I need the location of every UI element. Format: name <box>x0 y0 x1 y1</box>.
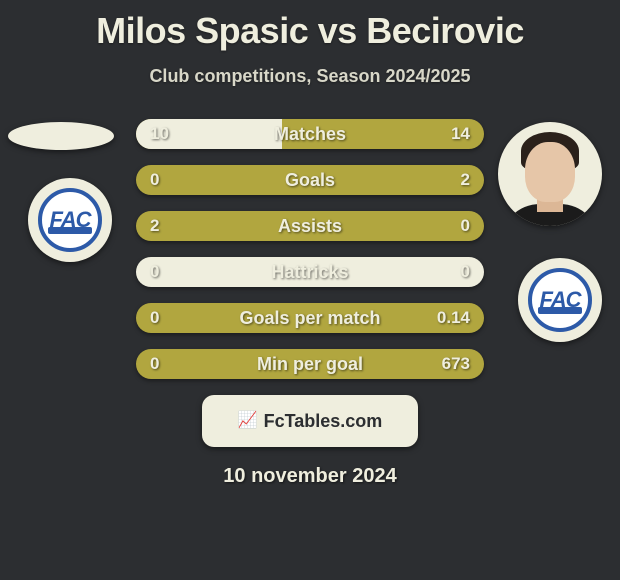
stat-row: 0Goals2 <box>136 165 484 195</box>
stat-right-value: 673 <box>442 349 470 379</box>
stat-row: 0Goals per match0.14 <box>136 303 484 333</box>
stat-row: 0Hattricks0 <box>136 257 484 287</box>
stat-right-value: 14 <box>451 119 470 149</box>
stat-right-value: 2 <box>461 165 470 195</box>
stat-label: Assists <box>136 211 484 241</box>
comparison-stats: 10Matches140Goals22Assists00Hattricks00G… <box>136 119 484 379</box>
club-badge-left: FAC <box>28 178 112 262</box>
stat-label: Hattricks <box>136 257 484 287</box>
subtitle: Club competitions, Season 2024/2025 <box>0 66 620 87</box>
club-badge-right: FAC <box>518 258 602 342</box>
stat-label: Min per goal <box>136 349 484 379</box>
page-title: Milos Spasic vs Becirovic <box>0 0 620 52</box>
chart-icon: 📈 <box>238 410 258 430</box>
stat-right-value: 0.14 <box>437 303 470 333</box>
player-photo-left <box>8 122 114 150</box>
stat-label: Goals <box>136 165 484 195</box>
stat-row: 0Min per goal673 <box>136 349 484 379</box>
stat-right-value: 0 <box>461 211 470 241</box>
snapshot-date: 10 november 2024 <box>0 465 620 488</box>
branding-text: FcTables.com <box>264 411 383 432</box>
stat-right-value: 0 <box>461 257 470 287</box>
stat-label: Goals per match <box>136 303 484 333</box>
branding-badge: 📈 FcTables.com <box>202 395 418 447</box>
stat-row: 2Assists0 <box>136 211 484 241</box>
player-photo-right <box>498 122 602 226</box>
stat-row: 10Matches14 <box>136 119 484 149</box>
stat-label: Matches <box>136 119 484 149</box>
